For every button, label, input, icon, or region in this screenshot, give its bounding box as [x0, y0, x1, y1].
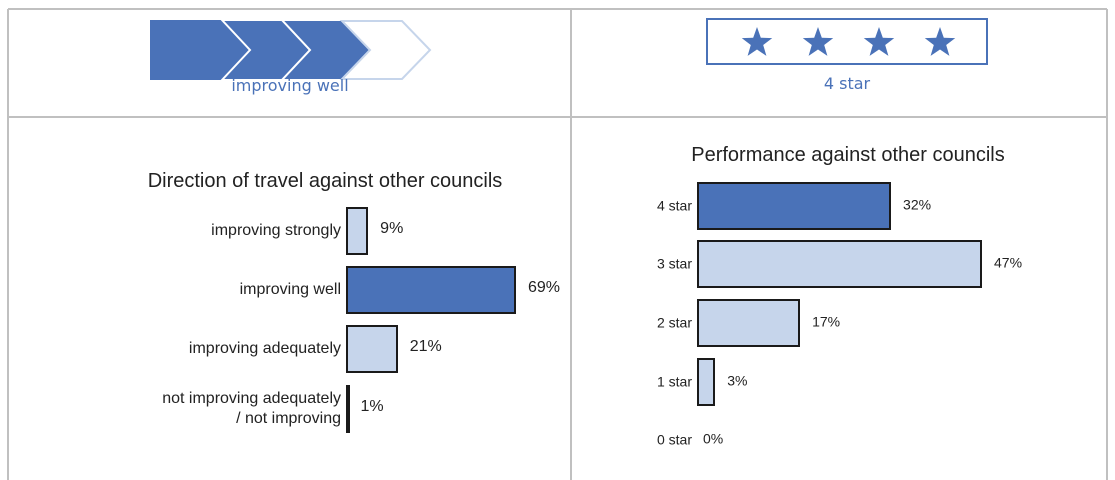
- rating-stars: [741, 27, 956, 56]
- value-label: 47%: [994, 254, 1023, 271]
- category-label: 2 star: [656, 314, 692, 331]
- star: [924, 27, 956, 56]
- rating-box: [706, 18, 988, 65]
- category-label: improving well: [239, 281, 341, 298]
- category-label: not improving adequately / not improving: [162, 390, 341, 427]
- bar: [697, 240, 982, 288]
- category-label: 0 star: [656, 431, 692, 448]
- value-label: 9%: [380, 220, 404, 238]
- rating-label: 4 star: [823, 74, 871, 93]
- chart-title: Performance against other councils: [691, 144, 1005, 166]
- value-label: 3%: [727, 372, 748, 389]
- star: [863, 27, 895, 56]
- value-label: 1%: [360, 398, 384, 416]
- bar: [346, 325, 398, 373]
- bar: [346, 385, 350, 433]
- category-label: 1 star: [656, 373, 692, 390]
- value-label: 17%: [812, 313, 841, 330]
- value-label: 0%: [703, 430, 724, 447]
- value-label: 21%: [409, 338, 442, 356]
- direction-label: improving well: [231, 76, 349, 95]
- category-label: improving adequately: [188, 340, 341, 357]
- category-label: 3 star: [656, 255, 692, 272]
- category-label: 4 star: [656, 197, 692, 214]
- bar: [697, 182, 892, 230]
- star: [802, 27, 834, 56]
- value-label: 69%: [528, 279, 561, 297]
- bar: [697, 299, 801, 347]
- bar: [346, 266, 516, 314]
- bar: [346, 207, 369, 255]
- chart-title: Direction of travel against other counci…: [147, 170, 503, 192]
- star: [741, 27, 773, 56]
- bar: [697, 358, 716, 406]
- value-label: 32%: [903, 196, 932, 213]
- direction-icon: [150, 19, 432, 81]
- category-label: improving strongly: [211, 222, 341, 239]
